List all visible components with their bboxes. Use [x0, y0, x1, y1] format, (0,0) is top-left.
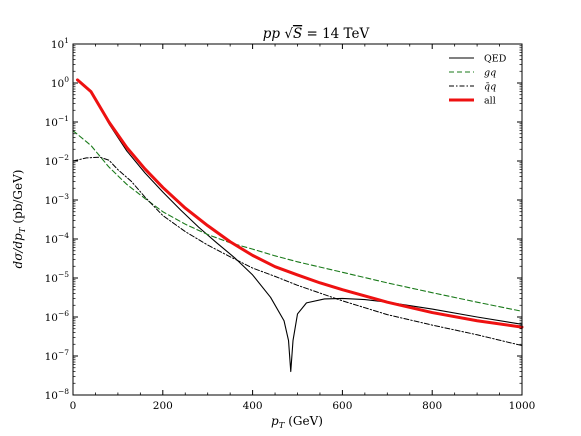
y-axis-ticks: 10−8 10−7 10−6 10−5 10−4 10−3 10−2 10−1 100 101	[45, 36, 522, 402]
legend-label-qed: QED	[484, 54, 507, 65]
y-tick-label: 100	[51, 75, 69, 90]
x-tick-label: 200	[153, 400, 173, 412]
plot-area	[73, 44, 522, 395]
chart-title: pp √S = 14 TeV	[263, 26, 370, 42]
x-tick-label: 800	[422, 400, 442, 412]
y-tick-label: 10−1	[45, 114, 69, 129]
legend: QED gq q̄q all	[449, 54, 507, 107]
y-tick-label: 10−2	[45, 153, 70, 168]
y-tick-label: 10−4	[45, 231, 70, 246]
series-layer	[72, 78, 524, 373]
y-tick-label: 10−5	[45, 270, 70, 285]
x-axis-label: pT (GeV)	[271, 414, 323, 431]
y-tick-label: 101	[51, 36, 69, 51]
x-tick-label: 1000	[509, 400, 536, 412]
legend-label-all: all	[484, 96, 496, 107]
y-tick-label: 10−6	[45, 309, 70, 324]
legend-label-qbarq: q̄q	[484, 82, 496, 93]
x-axis-ticks: 0 200 400 600 800 1000	[70, 44, 536, 412]
y-tick-label: 10−7	[45, 348, 70, 363]
y-tick-label: 10−8	[45, 387, 70, 402]
y-axis-label: dσ/dpT (pb/GeV)	[11, 170, 28, 269]
series-line-qbarq	[72, 156, 523, 347]
y-tick-label: 10−3	[45, 192, 70, 207]
chart-title-text: pp √S = 14 TeV	[263, 26, 370, 42]
series-line-qed	[76, 79, 523, 373]
legend-label-gq: gq	[484, 68, 496, 79]
x-tick-label: 400	[243, 400, 263, 412]
x-tick-label: 0	[70, 400, 77, 412]
x-tick-label: 600	[332, 400, 352, 412]
series-line-all	[75, 78, 524, 329]
